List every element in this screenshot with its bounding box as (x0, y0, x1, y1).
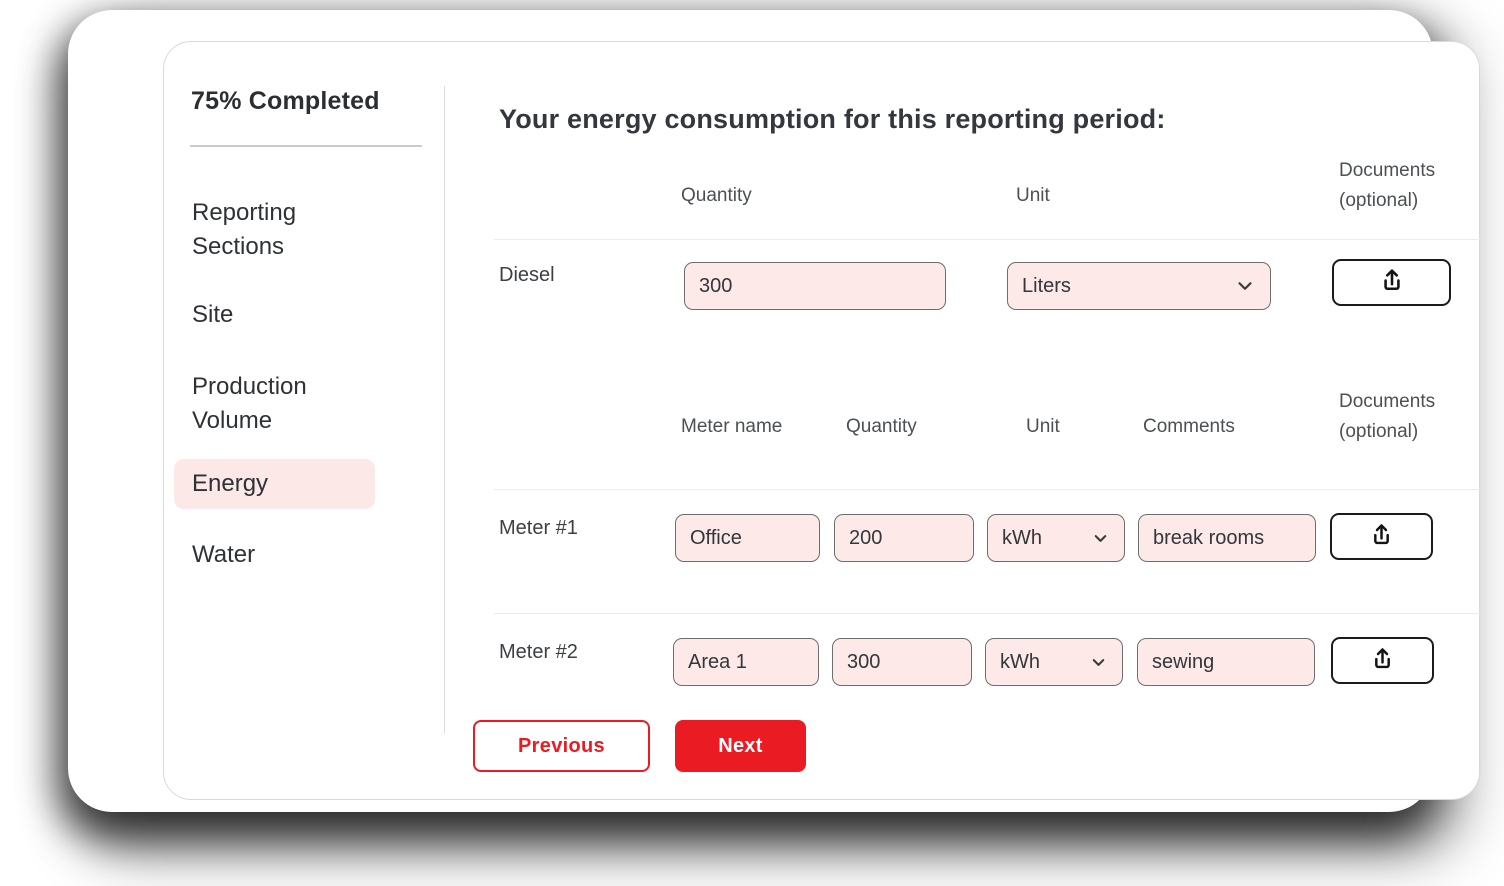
meter1-upload-button[interactable] (1330, 513, 1433, 560)
meter1-unit-value: kWh (1002, 526, 1042, 549)
chevron-down-icon (1234, 275, 1256, 297)
progress-divider (190, 145, 422, 147)
meter-col-unit: Unit (1026, 416, 1060, 437)
sidebar-item-energy[interactable]: Energy (174, 459, 375, 509)
meter1-comments-input[interactable] (1138, 514, 1316, 562)
chevron-down-icon (1091, 529, 1110, 548)
sidebar-item-water[interactable]: Water (192, 541, 256, 568)
meter-col-name: Meter name (681, 416, 783, 437)
meter1-name-input[interactable] (675, 514, 820, 562)
meter1-quantity-input[interactable] (834, 514, 974, 562)
meter2-name-input[interactable] (673, 638, 819, 686)
card: 75% Completed Reporting Sections Site Pr… (68, 10, 1480, 812)
diesel-quantity-input[interactable] (684, 262, 946, 310)
row-divider (494, 489, 1480, 490)
meter1-row-label: Meter #1 (499, 517, 578, 539)
progress-label: 75% Completed (191, 87, 380, 115)
meter2-upload-button[interactable] (1331, 637, 1434, 684)
upload-icon (1368, 521, 1395, 553)
upload-icon (1378, 266, 1406, 299)
meter-col-quantity: Quantity (846, 416, 917, 437)
row-divider (494, 613, 1480, 614)
next-button[interactable]: Next (675, 720, 806, 772)
diesel-unit-select[interactable]: Liters (1007, 262, 1271, 310)
meter2-row-label: Meter #2 (499, 641, 578, 663)
fuel-col-quantity: Quantity (681, 185, 752, 206)
diesel-upload-button[interactable] (1332, 259, 1451, 306)
form-panel: 75% Completed Reporting Sections Site Pr… (163, 41, 1480, 800)
page-title: Your energy consumption for this reporti… (499, 104, 1166, 134)
sidebar-item-site[interactable]: Site (192, 301, 234, 328)
meter-col-documents: Documents (optional) (1339, 387, 1435, 447)
sidebar-divider (444, 86, 445, 734)
meter2-unit-select[interactable]: kWh (985, 638, 1123, 686)
upload-icon (1369, 645, 1396, 677)
sidebar-item-energy-label: Energy (192, 470, 269, 497)
sidebar-item-production-volume[interactable]: Production Volume (192, 373, 307, 434)
meter-col-documents-line1: Documents (1339, 391, 1436, 412)
fuel-col-documents: Documents (optional) (1339, 156, 1435, 216)
chevron-down-icon (1089, 653, 1108, 672)
previous-button[interactable]: Previous (473, 720, 650, 772)
diesel-row-label: Diesel (499, 264, 555, 286)
meter-col-documents-line2: (optional) (1339, 421, 1419, 442)
row-divider (494, 239, 1480, 240)
fuel-col-documents-line1: Documents (1339, 160, 1436, 181)
meter2-unit-value: kWh (1000, 650, 1040, 673)
meter1-unit-select[interactable]: kWh (987, 514, 1125, 562)
sidebar-item-reporting-sections[interactable]: Reporting Sections (192, 199, 297, 260)
meter2-quantity-input[interactable] (832, 638, 972, 686)
fuel-col-documents-line2: (optional) (1339, 190, 1419, 211)
fuel-col-unit: Unit (1016, 185, 1050, 206)
meter2-comments-input[interactable] (1137, 638, 1315, 686)
diesel-unit-value: Liters (1022, 274, 1071, 297)
meter-col-comments: Comments (1143, 416, 1235, 437)
